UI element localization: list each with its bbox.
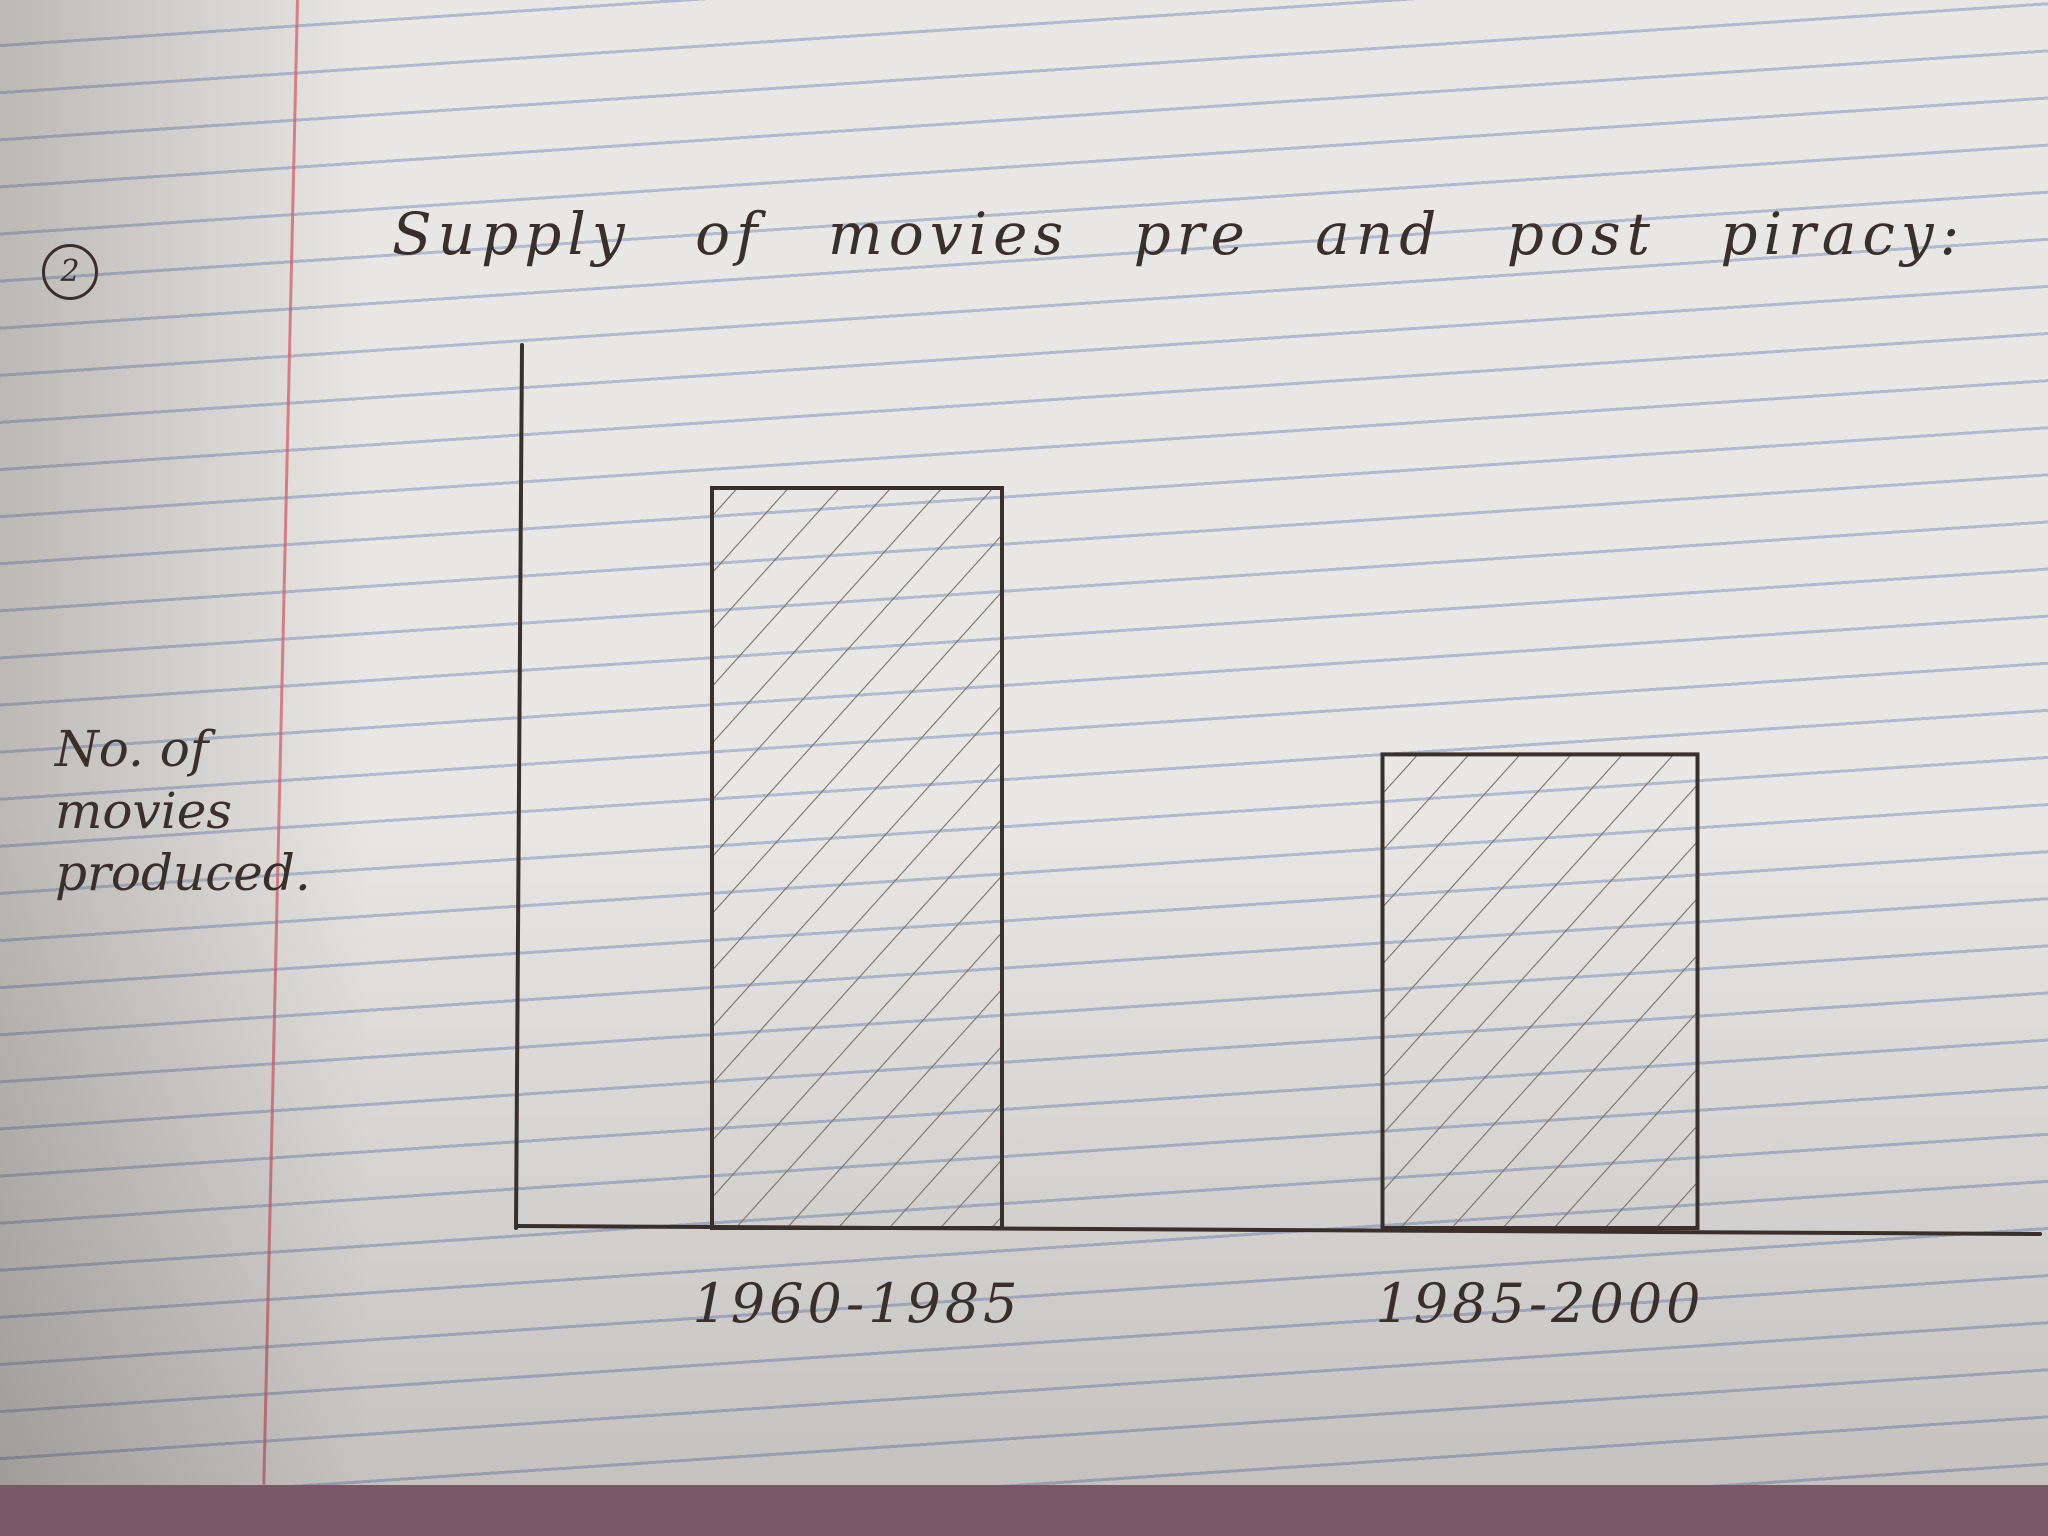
x-tick-labels: 1960-1985 1985-2000 (692, 1272, 1704, 1335)
item-number: 2 (42, 244, 98, 300)
x-tick-label: 1960-1985 (692, 1272, 1021, 1335)
bar-1985-2000 (1380, 752, 1700, 1231)
bar-1960-1985 (710, 486, 1004, 1230)
y-axis-label: No. of movies produced. (55, 720, 311, 902)
y-axis (514, 343, 524, 1230)
x-axis (514, 1224, 2042, 1236)
bar-chart: 1960-1985 1985-2000 (514, 343, 2042, 1335)
notebook-paper: 2 Supply of movies pre and post piracy: … (0, 0, 2048, 1485)
x-tick-label: 1985-2000 (1375, 1272, 1704, 1335)
chart-title: Supply of movies pre and post piracy: (392, 200, 1966, 268)
background-surface (0, 1485, 2048, 1536)
bars-group (710, 486, 1700, 1231)
